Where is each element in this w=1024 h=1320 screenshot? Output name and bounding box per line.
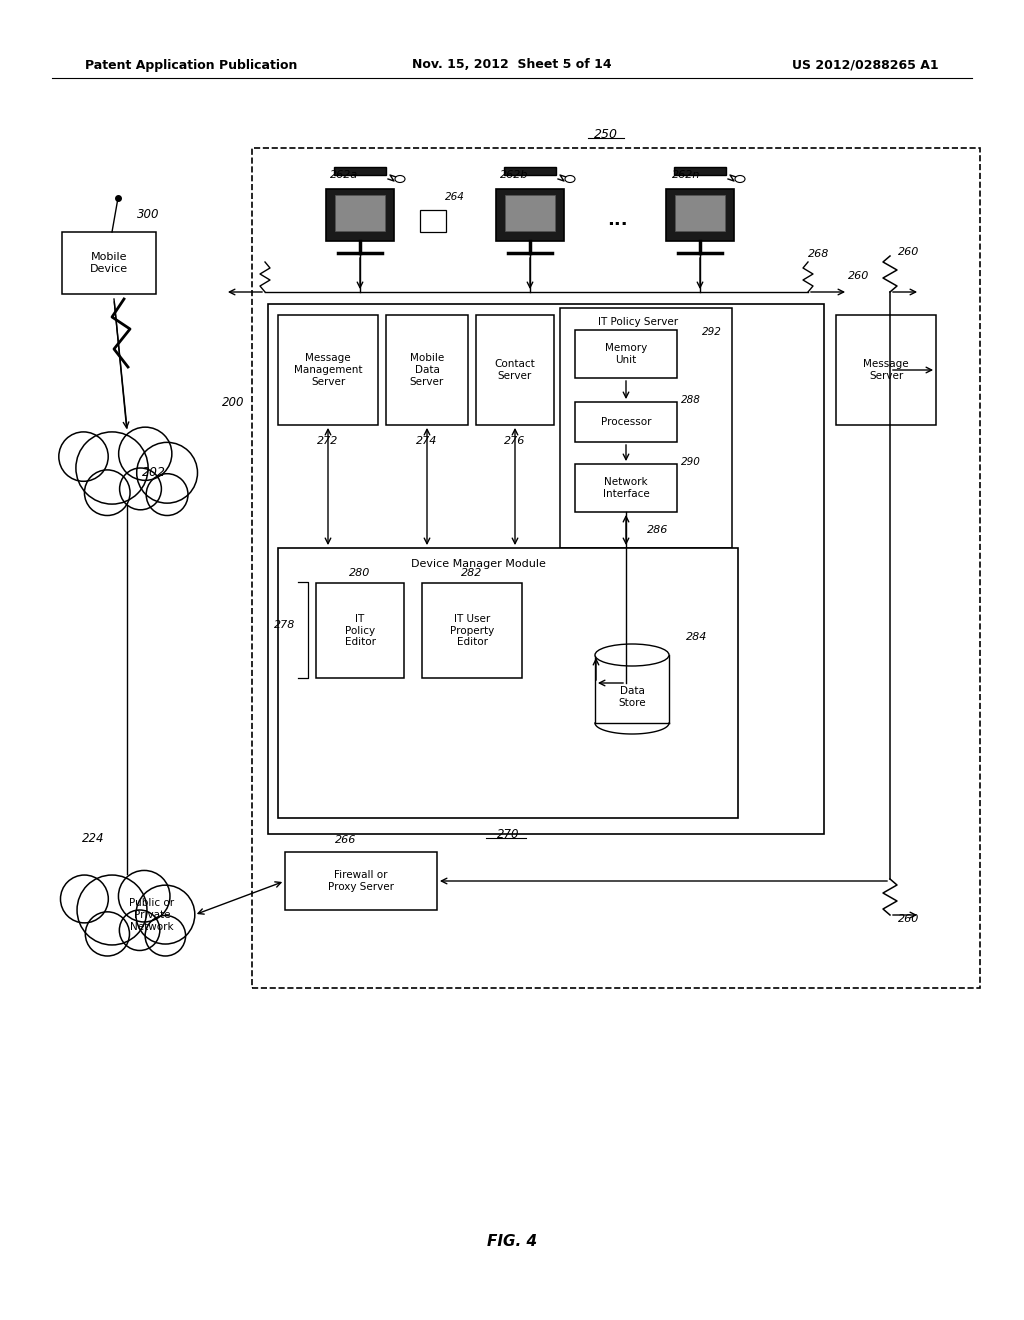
Circle shape <box>136 886 195 944</box>
Text: 202: 202 <box>142 466 166 479</box>
FancyBboxPatch shape <box>335 195 385 231</box>
FancyBboxPatch shape <box>575 465 677 512</box>
Circle shape <box>119 870 170 921</box>
Text: 264: 264 <box>445 191 465 202</box>
Text: Public or
Private
Network: Public or Private Network <box>129 899 174 932</box>
Text: 280: 280 <box>349 568 371 578</box>
Text: Network
Interface: Network Interface <box>603 478 649 499</box>
FancyBboxPatch shape <box>326 189 394 242</box>
Text: US 2012/0288265 A1: US 2012/0288265 A1 <box>793 58 939 71</box>
FancyBboxPatch shape <box>386 315 468 425</box>
Text: Contact
Server: Contact Server <box>495 359 536 380</box>
Text: Firewall or
Proxy Server: Firewall or Proxy Server <box>328 870 394 892</box>
Ellipse shape <box>565 176 575 182</box>
Text: 250: 250 <box>594 128 618 140</box>
FancyBboxPatch shape <box>252 148 980 987</box>
FancyBboxPatch shape <box>420 210 446 232</box>
Circle shape <box>76 432 148 504</box>
Text: 288: 288 <box>681 395 701 405</box>
Text: 272: 272 <box>317 436 339 446</box>
Text: 260: 260 <box>898 913 920 924</box>
FancyBboxPatch shape <box>278 548 738 818</box>
Text: 260: 260 <box>898 247 920 257</box>
Text: 262a: 262a <box>330 170 358 180</box>
Text: Patent Application Publication: Patent Application Publication <box>85 58 297 71</box>
Text: 262n: 262n <box>672 170 700 180</box>
FancyBboxPatch shape <box>62 232 156 294</box>
Ellipse shape <box>395 176 406 182</box>
Text: Mobile
Device: Mobile Device <box>90 252 128 273</box>
Circle shape <box>85 912 129 956</box>
Text: 284: 284 <box>686 632 708 642</box>
FancyBboxPatch shape <box>334 168 386 176</box>
Text: IT
Policy
Editor: IT Policy Editor <box>344 614 376 647</box>
FancyBboxPatch shape <box>476 315 554 425</box>
Text: Mobile
Data
Server: Mobile Data Server <box>410 354 444 387</box>
Text: 262b: 262b <box>500 170 528 180</box>
Text: 286: 286 <box>647 525 669 535</box>
Circle shape <box>58 432 109 482</box>
Text: Data
Store: Data Store <box>618 686 646 708</box>
Circle shape <box>77 875 147 945</box>
Text: Processor: Processor <box>601 417 651 426</box>
FancyBboxPatch shape <box>666 189 734 242</box>
Text: Message
Management
Server: Message Management Server <box>294 354 362 387</box>
FancyBboxPatch shape <box>560 308 732 548</box>
Text: Memory
Unit: Memory Unit <box>605 343 647 364</box>
FancyBboxPatch shape <box>316 583 404 678</box>
Text: 266: 266 <box>335 836 356 845</box>
Circle shape <box>146 474 188 516</box>
Text: IT User
Property
Editor: IT User Property Editor <box>450 614 495 647</box>
Text: 260: 260 <box>848 271 869 281</box>
Circle shape <box>120 909 160 950</box>
Text: 224: 224 <box>82 832 104 845</box>
Text: 274: 274 <box>417 436 437 446</box>
Text: 270: 270 <box>497 828 519 841</box>
Text: Message
Server: Message Server <box>863 359 909 380</box>
FancyBboxPatch shape <box>504 168 556 176</box>
Ellipse shape <box>595 644 669 667</box>
FancyBboxPatch shape <box>575 403 677 442</box>
FancyBboxPatch shape <box>278 315 378 425</box>
FancyBboxPatch shape <box>422 583 522 678</box>
Circle shape <box>119 428 172 480</box>
Text: 276: 276 <box>504 436 525 446</box>
FancyBboxPatch shape <box>268 304 824 834</box>
Circle shape <box>84 470 130 516</box>
FancyBboxPatch shape <box>285 851 437 909</box>
Text: IT Policy Server: IT Policy Server <box>598 317 678 327</box>
Text: ...: ... <box>606 211 628 228</box>
Text: 200: 200 <box>222 396 245 409</box>
Text: Device Manager Module: Device Manager Module <box>411 558 546 569</box>
Ellipse shape <box>735 176 745 182</box>
FancyBboxPatch shape <box>836 315 936 425</box>
Text: 290: 290 <box>681 457 701 467</box>
Text: 268: 268 <box>808 249 829 259</box>
Text: Nov. 15, 2012  Sheet 5 of 14: Nov. 15, 2012 Sheet 5 of 14 <box>413 58 611 71</box>
FancyBboxPatch shape <box>575 330 677 378</box>
FancyBboxPatch shape <box>675 195 725 231</box>
Circle shape <box>136 442 198 503</box>
Text: 300: 300 <box>137 207 160 220</box>
Text: 278: 278 <box>273 620 295 630</box>
Circle shape <box>120 469 162 510</box>
Circle shape <box>145 916 185 956</box>
Text: FIG. 4: FIG. 4 <box>487 1234 537 1250</box>
Text: 292: 292 <box>702 327 722 337</box>
FancyBboxPatch shape <box>505 195 555 231</box>
FancyBboxPatch shape <box>496 189 564 242</box>
FancyBboxPatch shape <box>674 168 726 176</box>
Text: 282: 282 <box>462 568 482 578</box>
Circle shape <box>60 875 109 923</box>
